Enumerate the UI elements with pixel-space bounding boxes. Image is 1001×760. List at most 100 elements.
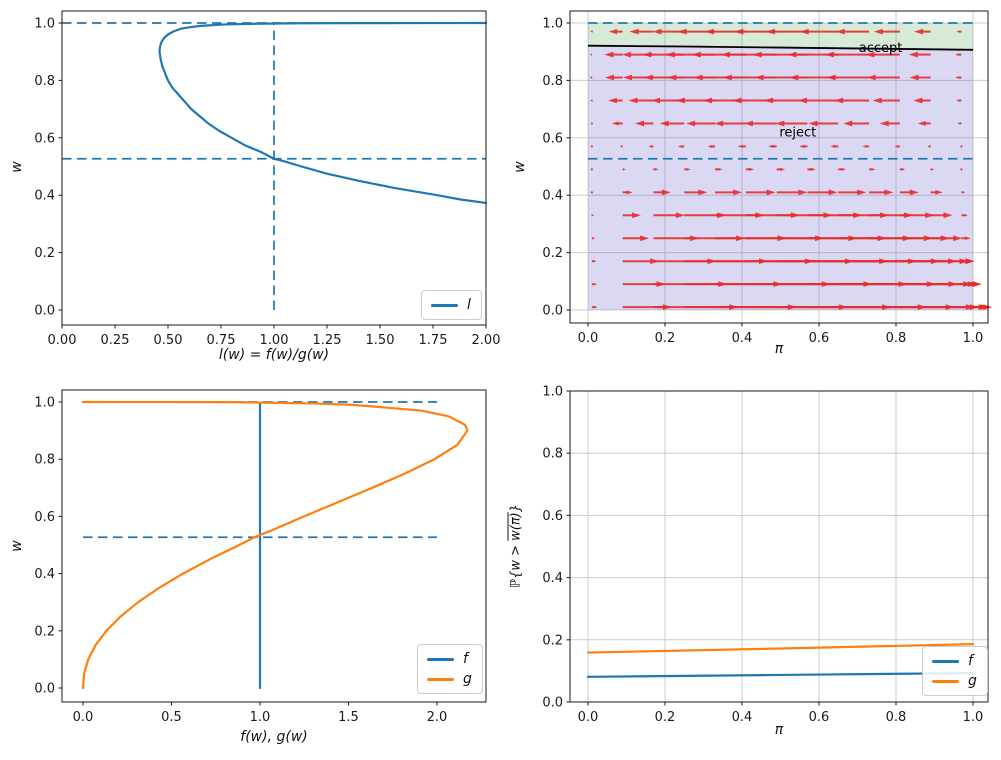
quiver-arrow-head (626, 190, 633, 195)
quiver-arrow-head (737, 144, 743, 148)
axes-spines (569, 10, 989, 324)
x-axis-label: π (774, 722, 784, 738)
quiver-arrow-head (648, 145, 652, 148)
legend-line-sample-f (932, 659, 959, 663)
quiver-arrow-head (590, 30, 593, 33)
quiver-arrow-head (631, 212, 641, 219)
y-tick-label: 0.2 (34, 624, 55, 639)
quiver-arrow-head (608, 97, 617, 104)
quiver-arrow-head (752, 51, 762, 58)
x-tick-label: 1.0 (963, 710, 984, 725)
y-tick-label: 1.0 (34, 17, 55, 32)
quiver-arrow-head (659, 120, 669, 127)
quiver-arrow-head (909, 189, 919, 196)
quiver-dot (960, 145, 963, 148)
quiver-arrow-head (691, 51, 701, 58)
quiver-arrow-head (634, 120, 644, 127)
quiver-arrow-head (909, 74, 919, 81)
quiver-arrow-head (956, 30, 960, 33)
legend-entry-g: g (427, 669, 472, 689)
axes-spines (569, 390, 989, 703)
y-tick-label: 0.8 (542, 447, 563, 462)
y-tick-label: 0.2 (542, 246, 563, 261)
quiver-arrow-head (872, 97, 882, 104)
ylabel-prefix: ℙ{w > (508, 540, 524, 589)
x-tick-label: 0.6 (809, 331, 830, 346)
decision-boundary-line (587, 44, 974, 51)
quiver-arrow-head (592, 237, 596, 240)
quiver-arrow-head (722, 74, 732, 81)
quiver-arrow-head (765, 28, 775, 35)
quiver-arrow-head (927, 145, 930, 148)
quiver-arrow-head (766, 189, 776, 196)
quiver-arrow-head (677, 28, 687, 35)
y-tick-label: 1.0 (542, 385, 563, 400)
x-axis-label: f(w), g(w) (240, 729, 308, 745)
quiver-arrow-head (969, 304, 979, 311)
quiver-arrow-head (686, 168, 691, 171)
quiver-arrow-head (966, 258, 975, 264)
quiver-arrow-head (775, 120, 785, 127)
quiver-arrow-head (925, 212, 935, 219)
quiver-dot (590, 145, 593, 148)
quiver-arrow-head (797, 97, 807, 104)
y-tick-label: 0.2 (34, 246, 55, 261)
quiver-arrow-head (764, 97, 774, 104)
quiver-arrow-head (593, 260, 597, 263)
quiver-arrow-head (826, 74, 836, 81)
quiver-arrow-head (955, 76, 959, 79)
y-tick-label: 0.6 (34, 131, 55, 146)
y-axis-label: w (9, 161, 25, 173)
quiver-arrow-head (967, 281, 977, 288)
quiver-arrow-head (787, 51, 797, 58)
x-tick-label: 1.00 (260, 333, 289, 348)
quiver-arrow-head (651, 97, 661, 104)
quiver-arrow-head (652, 28, 662, 35)
x-tick-label: 0.2 (655, 331, 676, 346)
legend: l (421, 290, 482, 320)
x-tick-label: 0.6 (809, 710, 830, 725)
quiver-arrow-head (642, 51, 652, 58)
x-tick-label: 0.5 (161, 710, 182, 725)
x-tick-label: 0.8 (886, 710, 907, 725)
x-tick-label: 1.25 (313, 333, 342, 348)
quiver-arrow-head (873, 28, 883, 35)
quiver-arrow-head (884, 189, 894, 196)
likelihood-ratio-plot: 0.00 0.25 0.50 0.75 1.00 1.25 1.50 1.75 2.00 0.0 0… (34, 10, 500, 348)
quiver-arrow-head (768, 144, 774, 149)
quiver-arrow-head (622, 168, 626, 171)
y-tick-label: 0.4 (34, 567, 55, 582)
y-tick-label: 0.0 (34, 682, 55, 697)
quiver-arrow-head (830, 144, 836, 148)
quiver-arrow-head (693, 74, 703, 81)
panel-densities: 0.0 0.5 1.0 1.5 2.0 0.0 0.2 0.4 0.6 0.8 1.0 f(w), … (0, 380, 500, 760)
y-tick-label: 0.6 (542, 509, 563, 524)
quiver-arrow-head (604, 51, 614, 58)
quiver-arrow-head (667, 74, 677, 81)
quiver-arrow-head (732, 97, 742, 104)
axes-spines (61, 389, 487, 703)
x-axis-label: l(w) = f(w)/g(w) (218, 347, 330, 363)
x-tick-label: 0.4 (732, 331, 753, 346)
x-tick-label: 0.0 (578, 331, 599, 346)
quiver-arrow-head (718, 167, 723, 171)
densities-plot: 0.0 0.5 1.0 1.5 2.0 0.0 0.2 0.4 0.6 0.8 1.0 (34, 389, 487, 725)
y-tick-label: 0.4 (34, 189, 55, 204)
quiver-arrow-head (593, 282, 598, 286)
ylabel-suffix: } (508, 503, 524, 513)
quiver-arrow-head (590, 99, 593, 102)
legend-label-g: g (968, 673, 977, 689)
quiver-arrow-head (954, 53, 959, 56)
quiver-arrow-head (913, 97, 923, 104)
x-tick-label: 0.0 (578, 710, 599, 725)
y-axis-label: ℙ{w > w(π)} (509, 504, 524, 588)
y-axis-label: w (9, 540, 25, 552)
x-tick-label: 1.50 (366, 333, 395, 348)
y-tick-label: 0.0 (542, 304, 563, 319)
quiver-arrow-head (621, 51, 631, 58)
x-tick-label: 0.0 (73, 710, 94, 725)
phase-diagram-plot: 0.0 0.2 0.4 0.6 0.8 1.0 0.0 0.2 0.4 0.6 0.8 1.0 acce… (542, 10, 993, 346)
y-tick-label: 0.8 (34, 74, 55, 89)
y-tick-label: 0.8 (34, 453, 55, 468)
